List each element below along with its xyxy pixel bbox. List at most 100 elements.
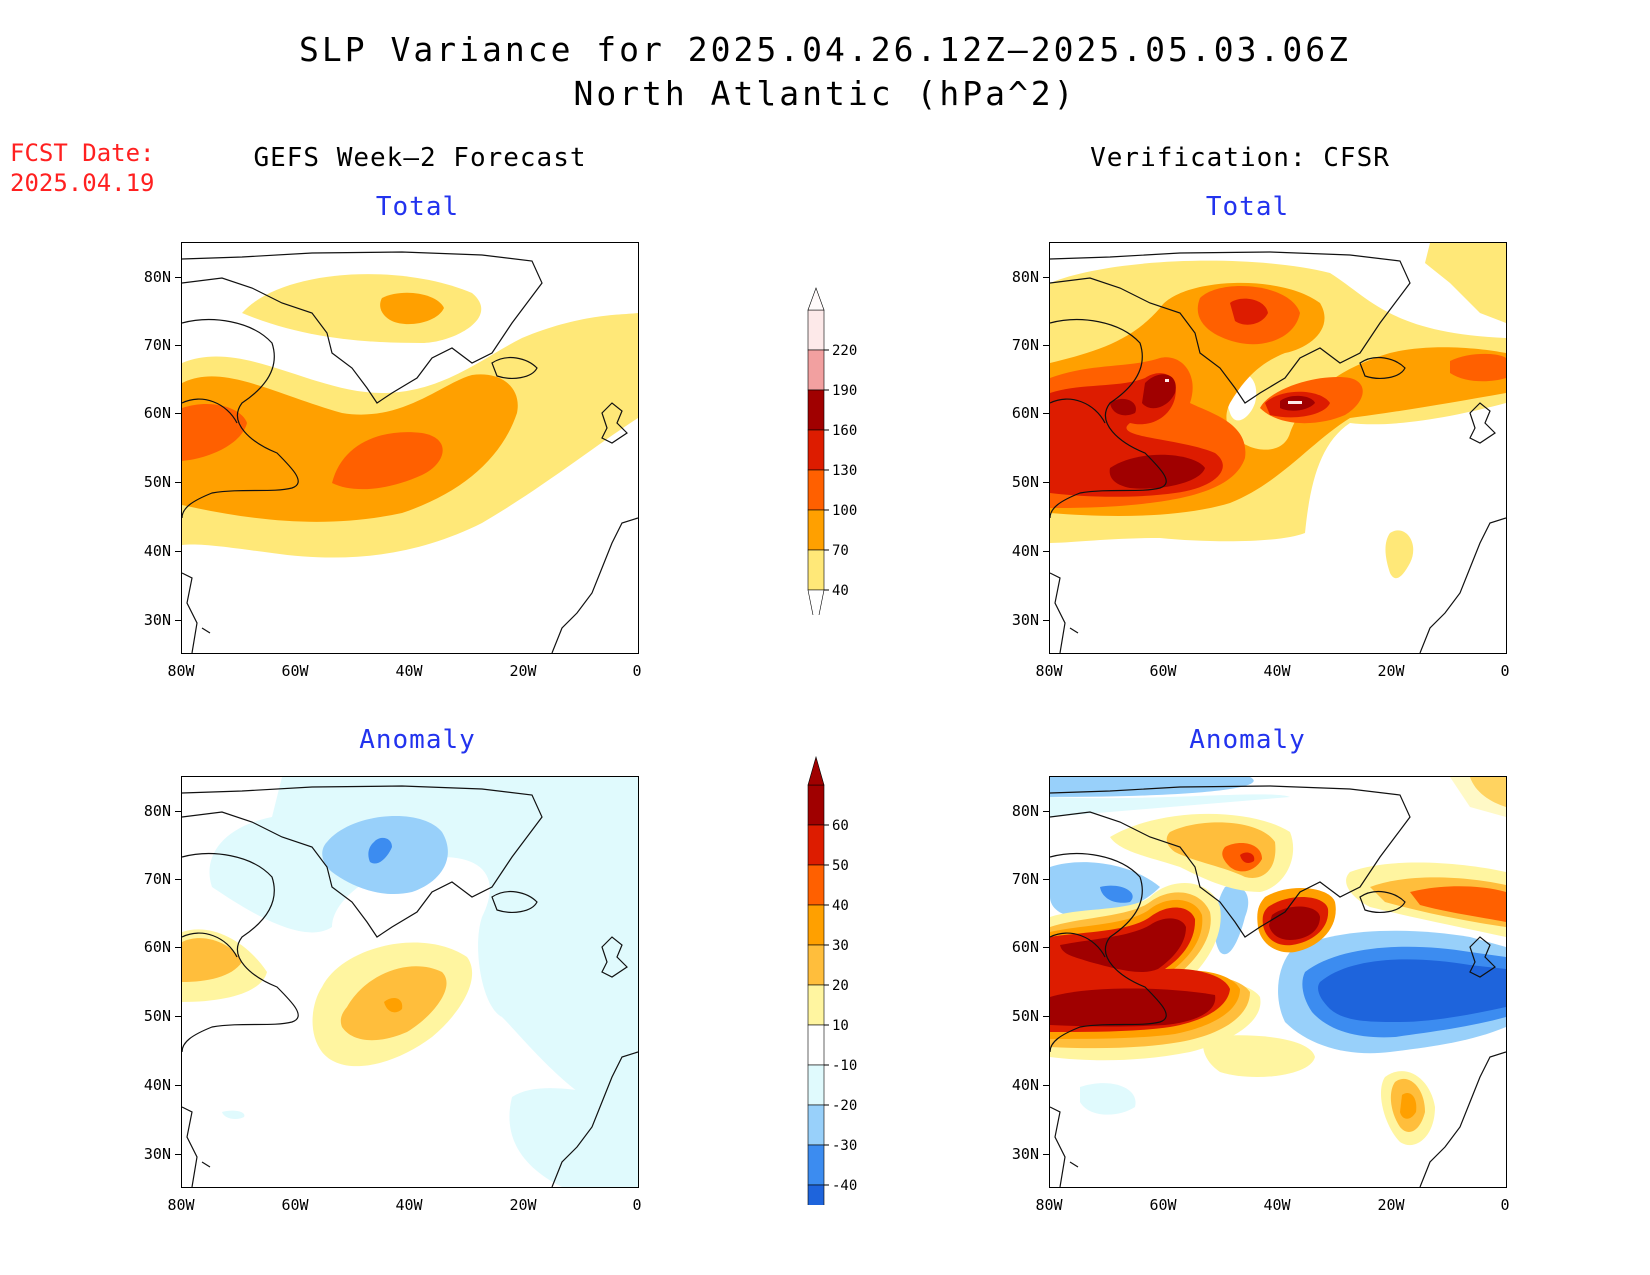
colorbar-anomaly-level-label: 10 [832,1018,849,1034]
lat-label-verification-total: 40N [1011,542,1039,560]
colorbar-total-upper-extension [807,287,825,311]
colorbar-total-level-label: 70 [832,543,849,559]
panel-title-forecast-total: Total [375,192,460,222]
panel-title-forecast-anomaly: Anomaly [359,725,476,755]
colorbar-anomaly-level-label: -10 [832,1058,857,1074]
lon-label-verification-anomaly: 80W [1035,1196,1063,1214]
lat-label-verification-anomaly: 30N [1011,1145,1039,1163]
lon-label-verification-total: 80W [1035,662,1063,680]
lat-label-verification-total: 50N [1011,473,1039,491]
lon-label-forecast-anomaly: 40W [395,1196,423,1214]
colorbar-anomaly-level-label: -40 [832,1178,857,1194]
lon-label-verification-anomaly: 20W [1377,1196,1405,1214]
colorbar-anomaly-svg: 60 50 40 30 20 10 -10 -20 -30 -40 [807,755,857,1205]
lat-label-verification-anomaly: 70N [1011,870,1039,888]
lat-tick-verification-total [1043,482,1049,483]
colorbar-total-svg: 220 190 160 130 100 70 40 [807,287,857,615]
colorbar-total-swatch [807,429,825,471]
lat-tick-verification-anomaly [1043,1016,1049,1017]
lon-label-forecast-total: 80W [167,662,195,680]
lon-label-forecast-total: 20W [509,662,537,680]
lat-label-verification-anomaly: 60N [1011,938,1039,956]
colorbar-anomaly-swatch [807,944,825,986]
colorbar-anomaly: 60 50 40 30 20 10 -10 -20 -30 -40 [800,755,880,1205]
lat-tick-verification-anomaly [1043,1085,1049,1086]
map-forecast-anomaly [181,776,639,1188]
lat-tick-forecast-anomaly [175,879,181,880]
colorbar-anomaly-swatch [807,1144,825,1186]
lat-label-forecast-anomaly: 70N [143,870,171,888]
lon-label-verification-anomaly: 60W [1149,1196,1177,1214]
lon-label-verification-total: 60W [1149,662,1177,680]
lat-label-forecast-total: 50N [143,473,171,491]
colorbar-anomaly-swatch [807,784,825,826]
colorbar-total-swatch [807,469,825,511]
lat-tick-verification-total [1043,345,1049,346]
lat-label-forecast-anomaly: 40N [143,1076,171,1094]
colorbar-anomaly-level-label: -20 [832,1098,857,1114]
colorbar-total-swatch [807,509,825,551]
colorbar-total-swatch [807,549,825,591]
lat-tick-forecast-anomaly [175,811,181,812]
colorbar-anomaly-level-label: 40 [832,898,849,914]
lat-tick-verification-total [1043,620,1049,621]
lat-tick-forecast-total [175,345,181,346]
column-title-forecast: GEFS Week–2 Forecast [253,143,587,173]
colorbar-anomaly-swatch [807,1024,825,1066]
map-verification-total-canvas [1050,243,1506,653]
lat-label-forecast-total: 70N [143,336,171,354]
colorbar-total-swatch [807,349,825,391]
lat-tick-forecast-total [175,277,181,278]
forecast-date-label: FCST Date: [10,139,155,167]
map-verification-total [1049,242,1507,654]
lat-label-verification-total: 80N [1011,268,1039,286]
lat-label-verification-total: 30N [1011,611,1039,629]
lat-label-forecast-total: 30N [143,611,171,629]
colorbar-total-level-label: 160 [832,423,857,439]
colorbar-total-level-label: 130 [832,463,857,479]
colorbar-anomaly-level-label: 30 [832,938,849,954]
lat-label-verification-anomaly: 50N [1011,1007,1039,1025]
colorbar-total-level-label: 190 [832,383,857,399]
lat-label-forecast-total: 80N [143,268,171,286]
main-title: SLP Variance for 2025.04.26.12Z–2025.05.… [299,30,1351,69]
lat-tick-forecast-total [175,620,181,621]
map-forecast-total [181,242,639,654]
colorbar-total-level-label: 100 [832,503,857,519]
lon-label-verification-anomaly: 0 [1500,1196,1510,1214]
lat-label-forecast-anomaly: 30N [143,1145,171,1163]
lat-tick-forecast-total [175,413,181,414]
map-verification-anomaly-canvas [1050,777,1506,1187]
colorbar-total: 220 190 160 130 100 70 40 [800,285,880,615]
map-forecast-total-canvas [182,251,638,653]
panel-title-verification-total: Total [1205,192,1290,222]
lat-label-verification-total: 70N [1011,336,1039,354]
colorbar-anomaly-level-label: -30 [832,1138,857,1154]
colorbar-anomaly-swatch [807,864,825,906]
lon-label-forecast-total: 0 [632,662,642,680]
lat-tick-verification-anomaly [1043,811,1049,812]
forecast-date: FCST Date: 2025.04.19 [10,138,210,198]
lat-label-forecast-anomaly: 50N [143,1007,171,1025]
lon-label-forecast-total: 40W [395,662,423,680]
forecast-date-value: 2025.04.19 [10,169,155,197]
lat-tick-forecast-total [175,551,181,552]
lon-label-forecast-anomaly: 0 [632,1196,642,1214]
lat-tick-verification-total [1043,413,1049,414]
lat-label-forecast-anomaly: 80N [143,802,171,820]
lat-tick-forecast-anomaly [175,947,181,948]
lat-tick-verification-anomaly [1043,879,1049,880]
lat-tick-verification-total [1043,551,1049,552]
colorbar-anomaly-swatch [807,1064,825,1106]
colorbar-anomaly-swatch [807,984,825,1026]
lat-tick-verification-total [1043,277,1049,278]
colorbar-anomaly-swatch [807,1184,825,1205]
lon-label-forecast-total: 60W [281,662,309,680]
colorbar-total-swatch [807,309,825,351]
lat-tick-verification-anomaly [1043,947,1049,948]
lat-tick-forecast-anomaly [175,1016,181,1017]
colorbar-anomaly-level-label: 50 [832,858,849,874]
lon-label-verification-anomaly: 40W [1263,1196,1291,1214]
lat-label-verification-anomaly: 40N [1011,1076,1039,1094]
lon-label-forecast-anomaly: 60W [281,1196,309,1214]
